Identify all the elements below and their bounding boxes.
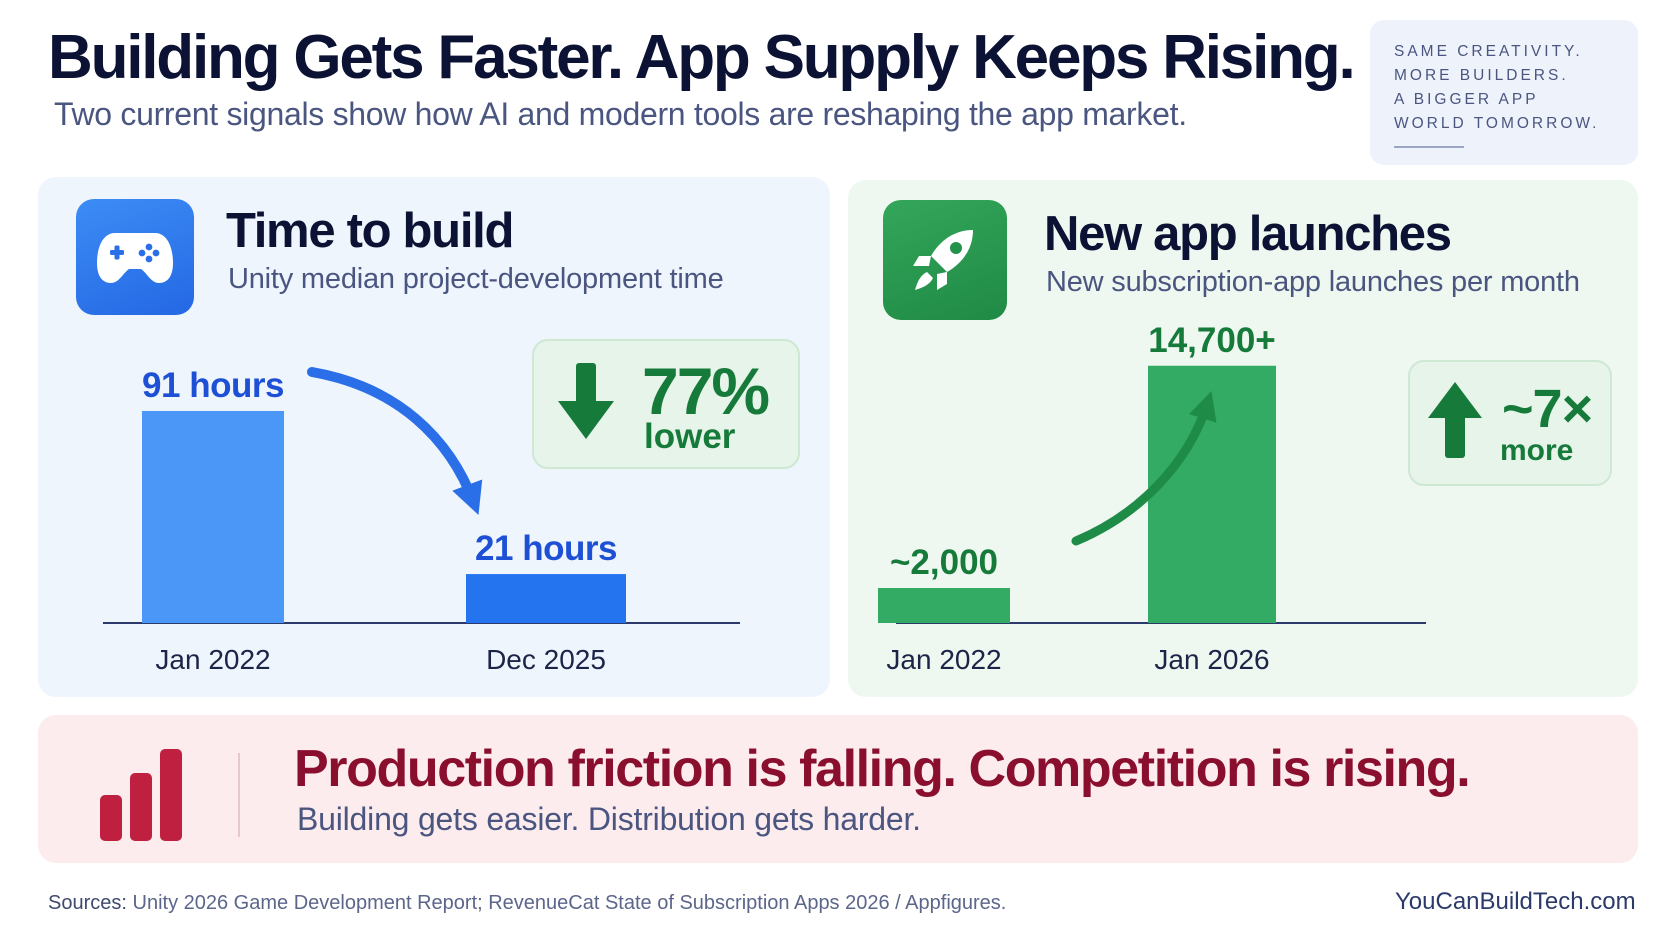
category-label: Jan 2022	[155, 644, 270, 675]
panel-subtitle: New subscription-app launches per month	[1046, 266, 1580, 298]
new-app-launches-chart: ~2,000 14,700+ Jan 2022 Jan 2026	[878, 321, 1426, 675]
site-credit: YouCanBuildTech.com	[1395, 888, 1636, 915]
tagline-line: SAME CREATIVITY.	[1394, 43, 1583, 60]
sources-text: Unity 2026 Game Development Report; Reve…	[132, 892, 1007, 914]
panel-subtitle: Unity median project-development time	[228, 263, 724, 295]
time-to-build-panel: Time to build Unity median project-devel…	[38, 177, 830, 697]
arrow-down-icon	[558, 363, 614, 439]
data-label: ~2,000	[890, 543, 998, 582]
new-app-launches-panel: New app launches New subscription-app la…	[848, 180, 1638, 697]
sources-note: Sources: Unity 2026 Game Development Rep…	[48, 892, 1006, 915]
data-label: 21 hours	[475, 529, 617, 568]
tagline-line: WORLD TOMORROW.	[1394, 115, 1600, 132]
time-to-build-chart: 91 hours 21 hours Jan 2022 Dec 2025	[103, 366, 740, 675]
bar-dec-2025	[466, 574, 626, 623]
stat-box-increase: ~7× more	[1408, 360, 1612, 486]
category-label: Jan 2022	[886, 644, 1001, 675]
game-controller-icon	[76, 199, 194, 315]
conclusion-banner: Production friction is falling. Competit…	[38, 715, 1638, 863]
sources-label: Sources:	[48, 892, 127, 914]
banner-subline: Building gets easier. Distribution gets …	[297, 801, 921, 837]
rocket-icon	[883, 200, 1007, 320]
increase-arrow	[1071, 391, 1217, 546]
stat-label: more	[1500, 434, 1574, 467]
banner-divider	[238, 753, 240, 837]
stat-value: 77%	[642, 354, 770, 428]
stat-box-decrease: 77% lower	[532, 339, 800, 469]
arrow-up-icon	[1428, 382, 1482, 458]
tagline-rule	[1394, 146, 1464, 148]
bar-chart-icon	[100, 749, 182, 841]
stat-value: ~7×	[1502, 379, 1593, 439]
bar-jan-2022	[878, 588, 1010, 623]
page-subtitle: Two current signals show how AI and mode…	[54, 96, 1187, 132]
tagline-line: A BIGGER APP	[1394, 91, 1539, 108]
panel-title: Time to build	[226, 204, 514, 258]
banner-headline: Production friction is falling. Competit…	[294, 740, 1471, 798]
tagline-line: MORE BUILDERS.	[1394, 67, 1569, 84]
category-label: Dec 2025	[486, 644, 606, 675]
data-label: 14,700+	[1148, 321, 1276, 360]
bar-jan-2026	[1148, 365, 1276, 623]
page-title: Building Gets Faster. App Supply Keeps R…	[48, 23, 1356, 92]
bar-jan-2022	[142, 410, 284, 623]
category-label: Jan 2026	[1154, 644, 1269, 675]
tagline-card: SAME CREATIVITY. MORE BUILDERS. A BIGGER…	[1370, 20, 1638, 165]
data-label: 91 hours	[142, 366, 284, 405]
decrease-arrow	[307, 367, 483, 515]
panel-title: New app launches	[1044, 207, 1452, 261]
stat-label: lower	[644, 417, 736, 456]
